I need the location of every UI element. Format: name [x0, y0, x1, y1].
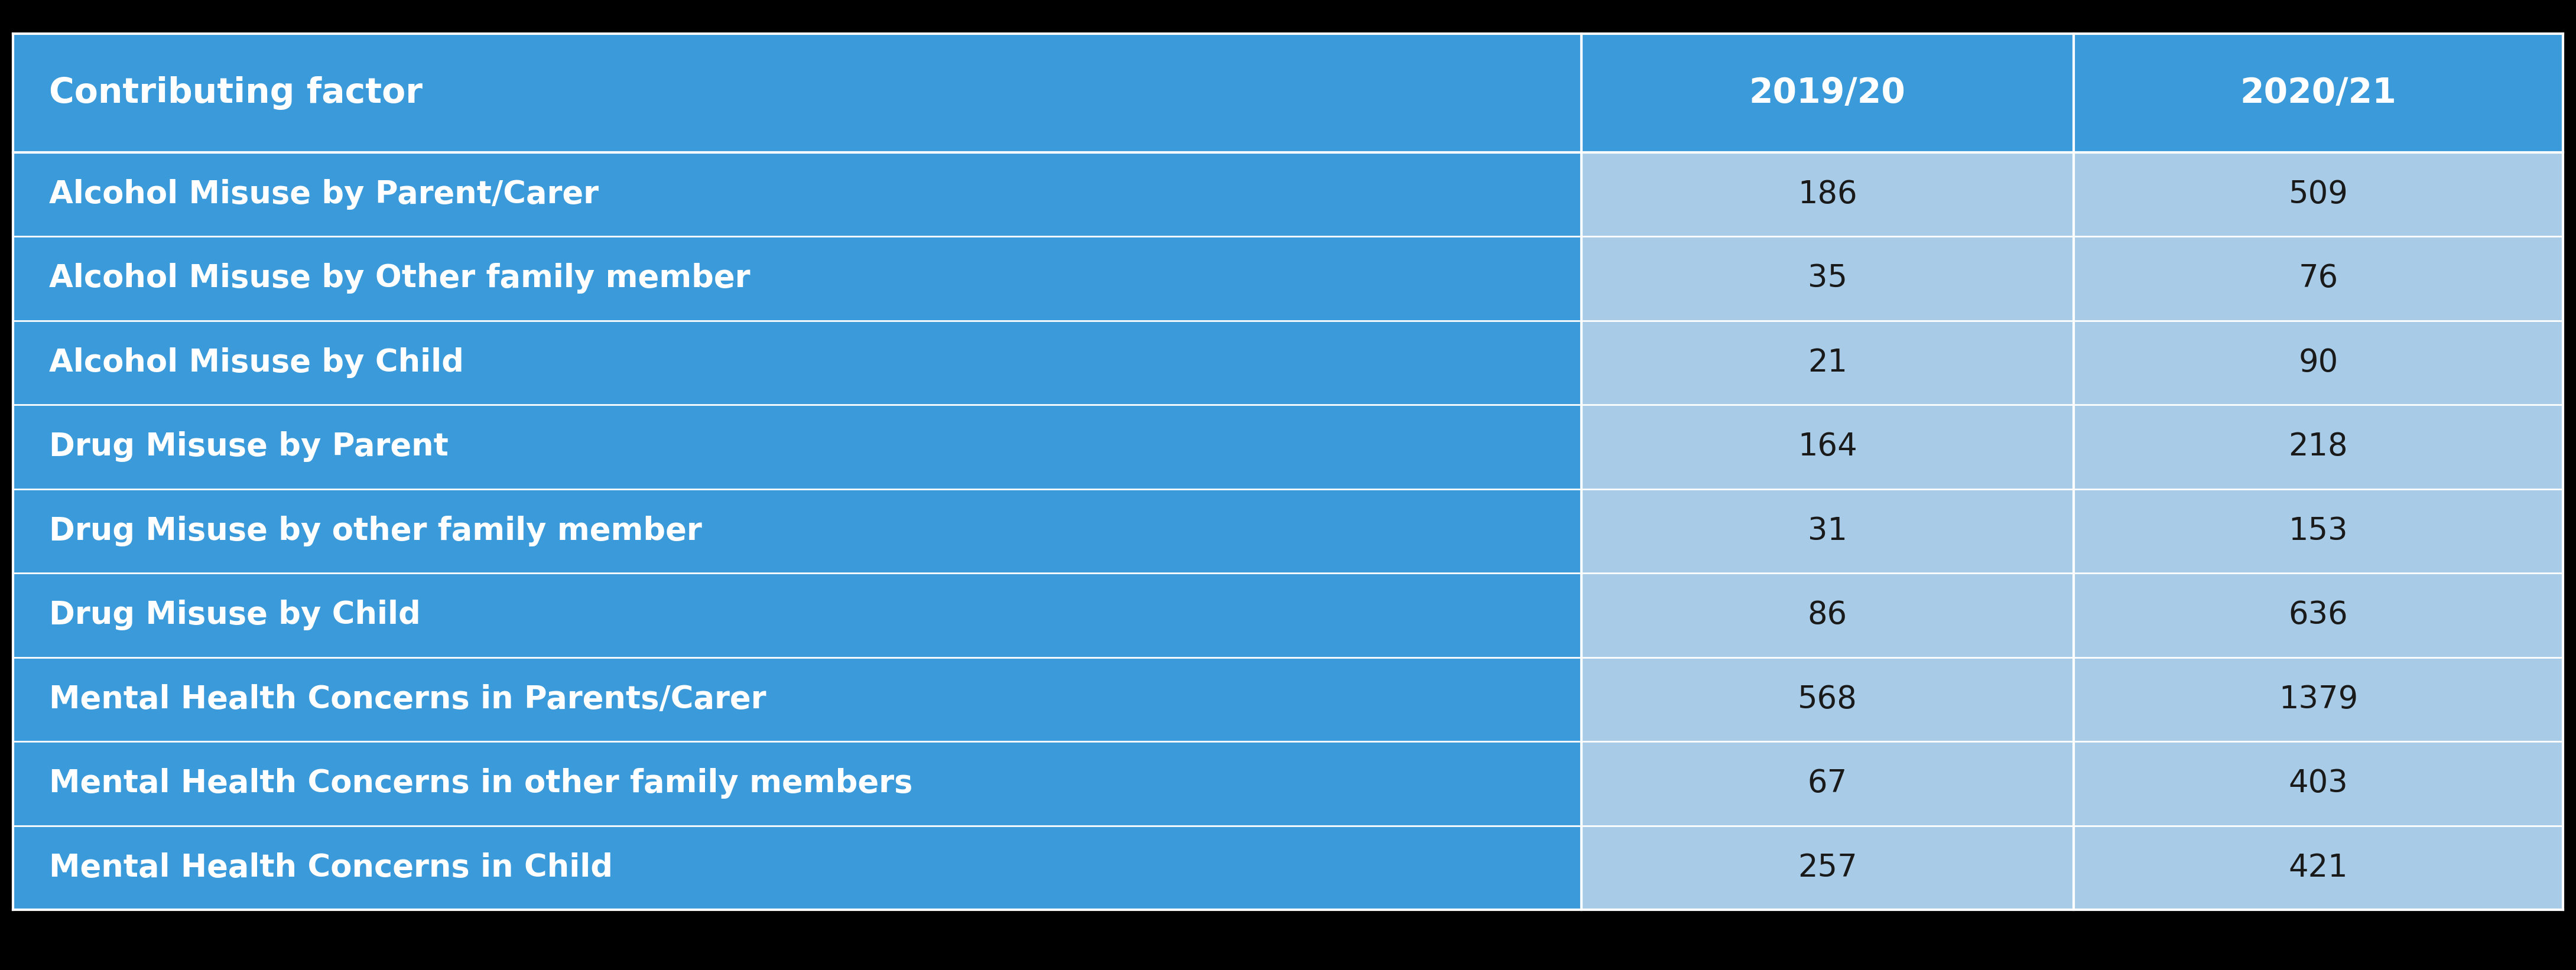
Text: 35: 35	[1808, 263, 1847, 294]
Bar	[2074, 573, 2563, 658]
Bar	[1582, 237, 2074, 320]
Text: 2019/20: 2019/20	[1749, 77, 1906, 110]
Text: 218: 218	[2287, 432, 2349, 462]
Text: Alcohol Misuse by Child: Alcohol Misuse by Child	[49, 347, 464, 378]
Bar	[1582, 658, 2074, 741]
Text: 90: 90	[2298, 347, 2339, 378]
Text: 186: 186	[1798, 178, 1857, 210]
Bar	[13, 825, 1582, 910]
Bar	[2074, 825, 2563, 910]
Bar	[13, 34, 1582, 152]
Bar	[13, 658, 1582, 741]
Text: 76: 76	[2298, 263, 2339, 294]
Text: 257: 257	[1798, 853, 1857, 883]
Bar	[13, 489, 1582, 573]
Text: 1379: 1379	[2280, 684, 2357, 715]
Text: Drug Misuse by Parent: Drug Misuse by Parent	[49, 432, 448, 462]
Text: 421: 421	[2287, 853, 2349, 883]
Text: Mental Health Concerns in Child: Mental Health Concerns in Child	[49, 853, 613, 883]
Bar	[13, 573, 1582, 658]
Bar	[2074, 152, 2563, 237]
Text: 164: 164	[1798, 432, 1857, 462]
Bar	[1582, 320, 2074, 404]
Bar	[2074, 237, 2563, 320]
Text: 21: 21	[1808, 347, 1847, 378]
Bar	[1582, 573, 2074, 658]
Bar	[1582, 741, 2074, 825]
Text: 31: 31	[1808, 516, 1847, 546]
Text: 568: 568	[1798, 684, 1857, 715]
Bar	[2074, 489, 2563, 573]
Bar	[13, 404, 1582, 489]
Text: Alcohol Misuse by Other family member: Alcohol Misuse by Other family member	[49, 263, 750, 294]
Text: Contributing factor: Contributing factor	[49, 77, 422, 110]
Text: Drug Misuse by other family member: Drug Misuse by other family member	[49, 516, 701, 546]
Text: 2020/21: 2020/21	[2241, 77, 2396, 110]
Bar	[13, 741, 1582, 825]
Bar	[2074, 741, 2563, 825]
Text: Drug Misuse by Child: Drug Misuse by Child	[49, 599, 420, 630]
Bar	[1582, 34, 2074, 152]
Bar	[2074, 404, 2563, 489]
Bar	[13, 320, 1582, 404]
Bar	[1582, 825, 2074, 910]
Text: 67: 67	[1808, 768, 1847, 799]
Bar	[2074, 658, 2563, 741]
Text: Mental Health Concerns in other family members: Mental Health Concerns in other family m…	[49, 768, 912, 799]
Bar	[1582, 489, 2074, 573]
Text: 636: 636	[2287, 599, 2349, 630]
Bar	[1582, 404, 2074, 489]
Text: 403: 403	[2287, 768, 2349, 799]
Bar	[1582, 152, 2074, 237]
Text: 86: 86	[1808, 599, 1847, 630]
Text: 153: 153	[2287, 516, 2349, 546]
Bar	[13, 237, 1582, 320]
Text: Alcohol Misuse by Parent/Carer: Alcohol Misuse by Parent/Carer	[49, 178, 598, 210]
Text: 509: 509	[2287, 178, 2349, 210]
Bar	[2074, 320, 2563, 404]
Text: Mental Health Concerns in Parents/Carer: Mental Health Concerns in Parents/Carer	[49, 684, 765, 715]
Bar	[13, 152, 1582, 237]
Bar	[2074, 34, 2563, 152]
